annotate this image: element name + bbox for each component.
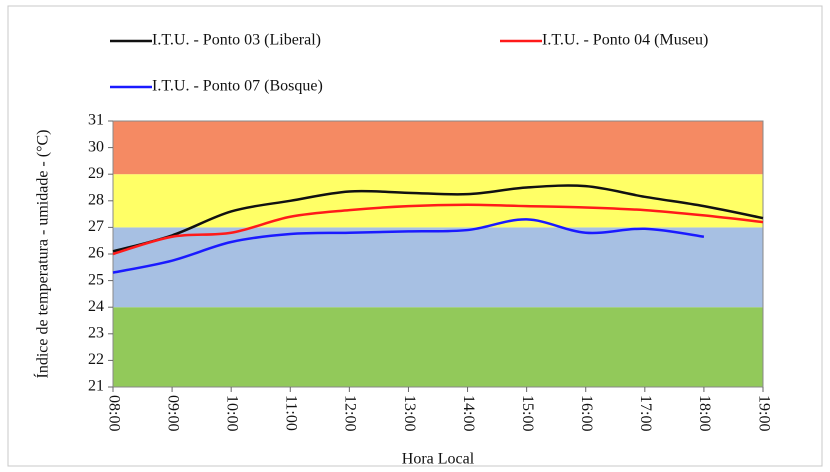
y-tick-label: 25: [88, 271, 104, 288]
y-tick-label: 30: [88, 138, 104, 155]
y-tick-label: 31: [88, 112, 104, 129]
x-tick-label: 11:00: [283, 395, 300, 431]
legend-label: I.T.U. - Ponto 07 (Bosque): [152, 78, 323, 95]
y-tick-label: 22: [88, 351, 104, 368]
band: [113, 227, 763, 308]
x-tick-label: 10:00: [224, 395, 241, 431]
y-tick-label: 27: [88, 218, 104, 235]
legend-label: I.T.U. - Ponto 03 (Liberal): [152, 32, 321, 49]
y-tick-label: 24: [88, 298, 104, 315]
x-tick-label: 16:00: [578, 395, 595, 431]
series-line: [112, 184, 764, 253]
x-tick-label: 08:00: [105, 395, 122, 431]
band: [113, 121, 763, 175]
x-tick-label: 13:00: [401, 395, 418, 431]
y-tick-label: 29: [88, 165, 104, 182]
x-tick-label: 15:00: [519, 395, 536, 431]
y-tick-label: 26: [88, 245, 104, 262]
band: [113, 174, 763, 228]
x-tick-label: 09:00: [164, 395, 181, 431]
x-tick-label: 19:00: [755, 395, 772, 431]
x-tick-label: 14:00: [460, 395, 477, 431]
y-tick-label: 28: [88, 191, 104, 208]
y-tick-label: 21: [88, 378, 104, 395]
band: [113, 307, 763, 387]
y-axis-label: Índice de temperatura - umidade - (°C): [33, 130, 52, 379]
x-tick-label: 18:00: [696, 395, 713, 431]
legend-label: I.T.U. - Ponto 04 (Museu): [542, 32, 708, 49]
x-tick-label: 17:00: [637, 395, 654, 431]
x-tick-label: 12:00: [342, 395, 359, 431]
series-line: [112, 203, 764, 256]
y-tick-label: 23: [88, 324, 104, 341]
x-axis-label: Hora Local: [402, 451, 475, 468]
series-line: [112, 218, 705, 274]
